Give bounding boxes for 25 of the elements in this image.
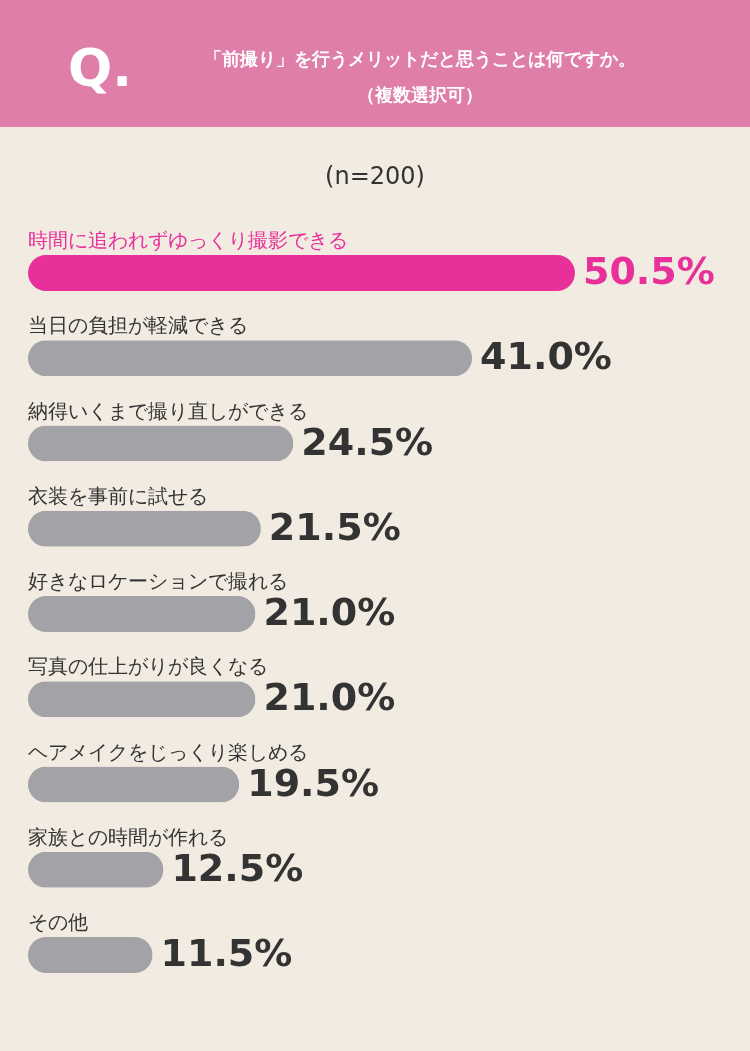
- y-tick-label: ヘアメイクをじっくり楽しめる: [28, 739, 308, 764]
- y-tick-label: その他: [28, 910, 88, 934]
- data-label: 41.0%: [480, 334, 612, 379]
- text: Q.: [68, 38, 132, 98]
- bar: [28, 425, 294, 462]
- data-label: 21.5%: [268, 504, 401, 549]
- y-tick-label: 時間に追われずゆっくり撮影できる: [28, 228, 348, 252]
- y-tick-label: 衣装を事前に試せる: [28, 483, 208, 508]
- bar: [28, 255, 575, 291]
- y-tick-label: 家族との時間が作れる: [28, 824, 228, 849]
- data-label: 21.0%: [263, 590, 396, 634]
- data-label: 11.5%: [160, 931, 293, 975]
- bar: [28, 596, 256, 632]
- bar: [28, 851, 164, 888]
- text: （複数選択可）: [357, 84, 483, 105]
- data-label: 50.5%: [582, 249, 715, 293]
- bar: [28, 510, 261, 547]
- y-tick-label: 当日の負担が軽減できる: [28, 313, 248, 338]
- y-tick-label: 好きなロケーションで撮れる: [28, 569, 288, 593]
- bar: [28, 681, 256, 718]
- chart-subtitle: (n=200): [325, 162, 425, 190]
- bar: [28, 766, 240, 803]
- chart-title: 「前撮り」を行うメリットだと思うことは何ですか。: [204, 48, 636, 69]
- bar: [28, 340, 473, 377]
- bar: [28, 937, 153, 973]
